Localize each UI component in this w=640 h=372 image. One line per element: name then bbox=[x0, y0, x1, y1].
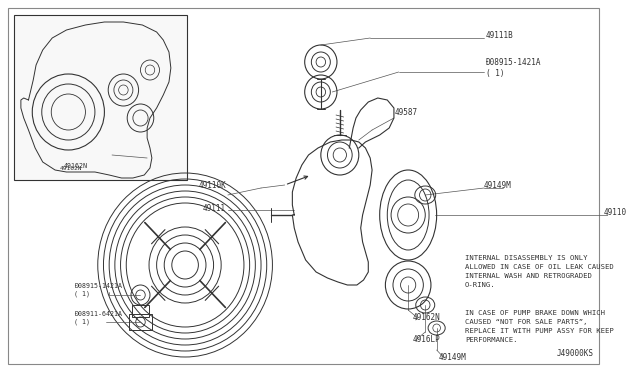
Text: 49149M: 49149M bbox=[438, 353, 467, 362]
Bar bbox=[14, 15, 187, 180]
Text: 49110K: 49110K bbox=[198, 180, 226, 189]
Text: J49000KS: J49000KS bbox=[556, 349, 593, 358]
Bar bbox=[129, 314, 152, 330]
Text: Ð08915-1421A
( 1): Ð08915-1421A ( 1) bbox=[74, 283, 122, 297]
Bar bbox=[132, 305, 149, 317]
Text: 49111: 49111 bbox=[203, 203, 226, 212]
Text: 49587: 49587 bbox=[395, 108, 418, 116]
Text: IN CASE OF PUMP BRAKE DOWN WHICH
CAUSED “NOT FOR SALE PARTS”,
REPLACE IT WITH PU: IN CASE OF PUMP BRAKE DOWN WHICH CAUSED … bbox=[465, 310, 614, 343]
Text: 49149M: 49149M bbox=[484, 180, 512, 189]
Text: 4916LP: 4916LP bbox=[413, 336, 441, 344]
Text: Ð08911-6421A
( 1): Ð08911-6421A ( 1) bbox=[74, 311, 122, 325]
Text: 49162N: 49162N bbox=[413, 314, 441, 323]
Text: 49162N: 49162N bbox=[64, 163, 88, 169]
Text: 49111B: 49111B bbox=[486, 31, 514, 39]
Text: 49110: 49110 bbox=[604, 208, 627, 217]
Text: INTERNAL DISASSEMBLY IS ONLY
ALLOWED IN CASE OF OIL LEAK CAUSED
INTERNAL WASH AN: INTERNAL DISASSEMBLY IS ONLY ALLOWED IN … bbox=[465, 255, 614, 288]
Text: Ð08915-1421A
( 1): Ð08915-1421A ( 1) bbox=[486, 58, 541, 78]
Text: 49162N: 49162N bbox=[60, 166, 83, 170]
